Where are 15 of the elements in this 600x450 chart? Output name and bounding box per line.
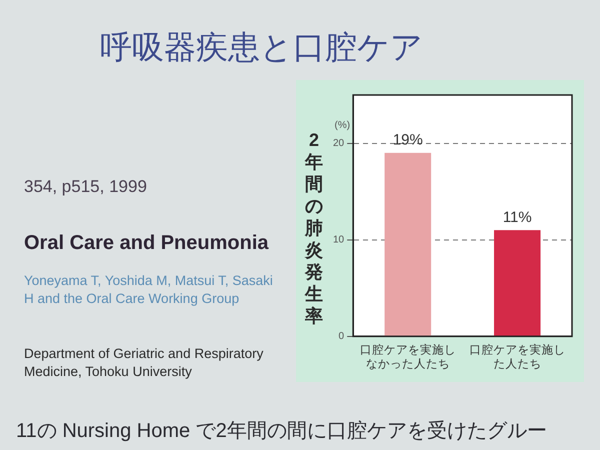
data-label: 19% bbox=[392, 132, 423, 149]
text: 11の Nursing Home で2年間の間に口腔ケアを受けたグルー bbox=[16, 419, 548, 444]
y-tick-label: 0 bbox=[338, 331, 345, 342]
y-tick-label: 10 bbox=[333, 234, 345, 246]
x-tick-label: 口腔ケアを実施した人たち bbox=[469, 342, 566, 370]
y-tick-label: 20 bbox=[333, 138, 345, 150]
text: Oral Care and Pneumonia bbox=[24, 232, 269, 255]
x-tick-label: 口腔ケアを実施しなかった人たち bbox=[360, 342, 456, 370]
text: Yoneyama T, Yoshida M, Matsui T, Sasaki H and the Oral Care Working Group bbox=[24, 272, 274, 308]
text: (%) bbox=[334, 120, 350, 132]
chart-title: 呼吸器疾患と口腔ケア bbox=[100, 28, 423, 67]
text: 2年間の肺炎発生率 bbox=[305, 130, 323, 326]
text: 354, p515, 1999 bbox=[24, 176, 148, 198]
text: Department of Geriatric and Respiratory Medicine, Tohoku University bbox=[24, 345, 264, 380]
data-label: 11% bbox=[502, 208, 532, 226]
